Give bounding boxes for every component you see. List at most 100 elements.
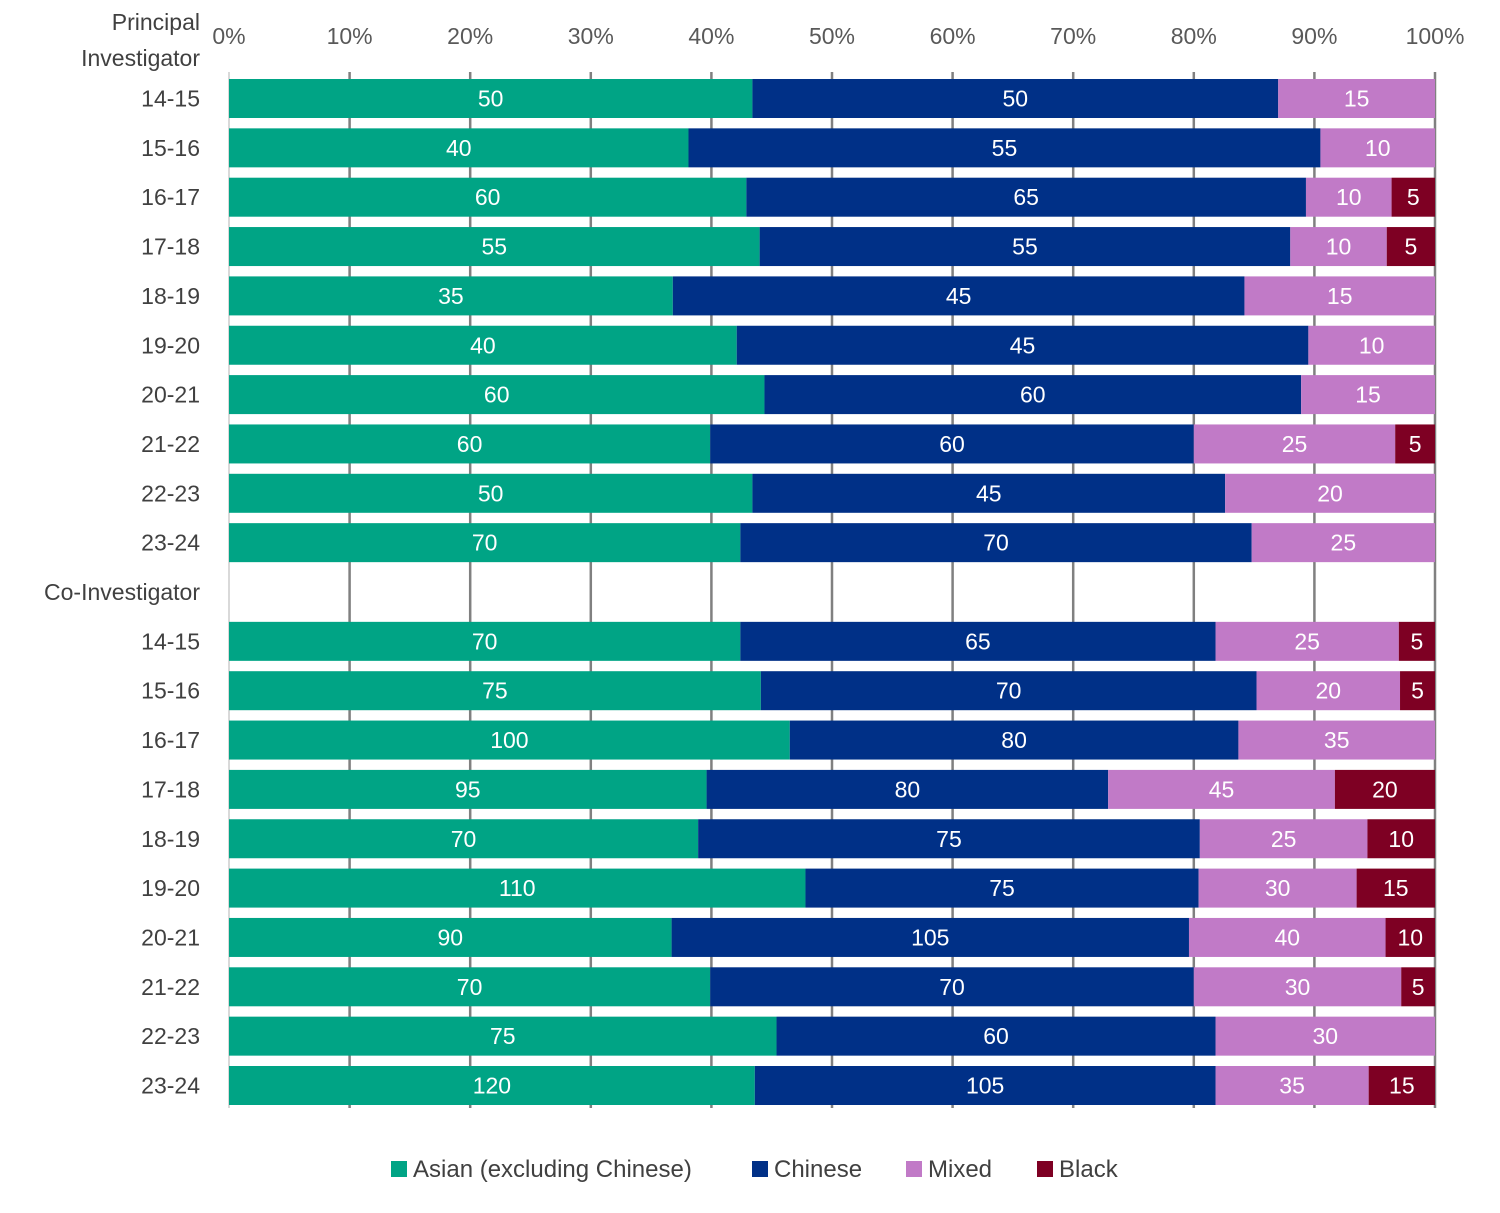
bar-segment — [1368, 1066, 1435, 1105]
bar-segment — [1251, 523, 1435, 563]
bar-segment — [229, 276, 673, 316]
x-tick-label: 80% — [1171, 23, 1217, 49]
bar-segment — [764, 375, 1302, 415]
bar-segment — [229, 720, 790, 760]
bar-segment — [229, 1066, 755, 1105]
data-label: 105 — [966, 1073, 1004, 1099]
bar-segment — [1108, 769, 1335, 809]
bar-segment — [1256, 671, 1401, 711]
group-label: Principal — [112, 9, 200, 35]
data-label: 10 — [1326, 234, 1352, 260]
data-label: 35 — [1279, 1073, 1305, 1099]
data-label: 40 — [470, 332, 496, 358]
data-label: 5 — [1404, 234, 1417, 260]
data-label: 20 — [1372, 776, 1398, 802]
data-label: 120 — [473, 1073, 511, 1099]
category-label: 20-21 — [141, 924, 200, 950]
data-label: 55 — [992, 135, 1018, 161]
bar-segment — [752, 79, 1279, 118]
data-label: 25 — [1282, 431, 1308, 457]
bar-segment — [754, 1066, 1216, 1105]
bar-segment — [229, 375, 765, 415]
data-label: 50 — [478, 480, 504, 506]
bar-segment — [1290, 227, 1387, 267]
data-label: 70 — [472, 530, 498, 556]
data-label: 55 — [1012, 234, 1038, 260]
data-label: 15 — [1389, 1073, 1415, 1099]
x-tick-label: 30% — [568, 23, 614, 49]
legend-swatch — [906, 1161, 922, 1177]
legend: Asian (excluding Chinese) Chinese Mixed Bla… — [391, 1156, 1119, 1183]
data-label: 25 — [1271, 826, 1297, 852]
data-label: 15 — [1344, 86, 1370, 112]
bar-segment — [229, 424, 711, 464]
data-label: 75 — [490, 1023, 516, 1049]
x-tick-label: 0% — [212, 23, 245, 49]
category-label: 15-16 — [141, 678, 200, 704]
category-label: 22-23 — [141, 480, 200, 506]
legend-label: Chinese — [774, 1156, 862, 1183]
bar-segment — [1334, 769, 1435, 809]
data-label: 30 — [1312, 1023, 1338, 1049]
bar-segment — [710, 424, 1194, 464]
data-label: 20 — [1315, 678, 1341, 704]
category-label: 16-17 — [141, 184, 200, 210]
data-label: 40 — [446, 135, 472, 161]
data-label: 45 — [976, 480, 1002, 506]
legend-swatch — [752, 1161, 768, 1177]
x-tick-label: 40% — [688, 23, 734, 49]
bar-segment — [229, 79, 753, 118]
data-label: 5 — [1412, 974, 1425, 1000]
bar-segment — [1356, 868, 1435, 908]
data-label: 80 — [1001, 727, 1027, 753]
bar-segment — [698, 819, 1200, 859]
data-label: 10 — [1397, 924, 1423, 950]
category-label: 19-20 — [141, 332, 200, 358]
category-label: 18-19 — [141, 283, 200, 309]
data-label: 60 — [1020, 382, 1046, 408]
bar-segment — [229, 325, 737, 365]
category-label: 17-18 — [141, 234, 200, 260]
bar-segment — [229, 868, 806, 908]
bar-segment — [229, 1016, 777, 1056]
category-label: 23-24 — [141, 1073, 200, 1099]
bar-segment — [1367, 819, 1435, 859]
data-label: 75 — [482, 678, 508, 704]
bar-segment — [688, 128, 1321, 168]
data-label: 70 — [996, 678, 1022, 704]
data-label: 5 — [1411, 678, 1424, 704]
data-label: 15 — [1383, 875, 1409, 901]
legend-label: Mixed — [928, 1156, 992, 1183]
bar-segment — [229, 671, 761, 711]
bar-segment — [740, 523, 1252, 563]
x-tick-label: 70% — [1050, 23, 1096, 49]
bar-segment — [1391, 177, 1435, 217]
data-label: 60 — [484, 382, 510, 408]
bar-segment — [229, 621, 741, 661]
category-label: 19-20 — [141, 875, 200, 901]
group-label: Investigator — [81, 45, 200, 71]
bar-segment — [805, 868, 1199, 908]
data-label: 35 — [438, 283, 464, 309]
data-label: 25 — [1331, 530, 1357, 556]
bar-segment — [752, 473, 1226, 513]
bar-segment — [789, 720, 1239, 760]
data-label: 100 — [490, 727, 528, 753]
bar-segment — [1395, 424, 1435, 464]
bar-segment — [760, 671, 1257, 711]
data-label: 45 — [1010, 332, 1036, 358]
category-label: 23-24 — [141, 530, 200, 556]
bar-segment — [706, 769, 1109, 809]
data-label: 10 — [1336, 184, 1362, 210]
data-label: 20 — [1317, 480, 1343, 506]
bar-segment — [229, 177, 747, 217]
data-label: 110 — [499, 875, 536, 901]
bar-segment — [1278, 79, 1435, 118]
x-tick-label: 100% — [1406, 23, 1465, 49]
data-label: 70 — [472, 628, 498, 654]
data-label: 75 — [989, 875, 1015, 901]
data-label: 50 — [1003, 86, 1029, 112]
data-label: 70 — [457, 974, 483, 1000]
